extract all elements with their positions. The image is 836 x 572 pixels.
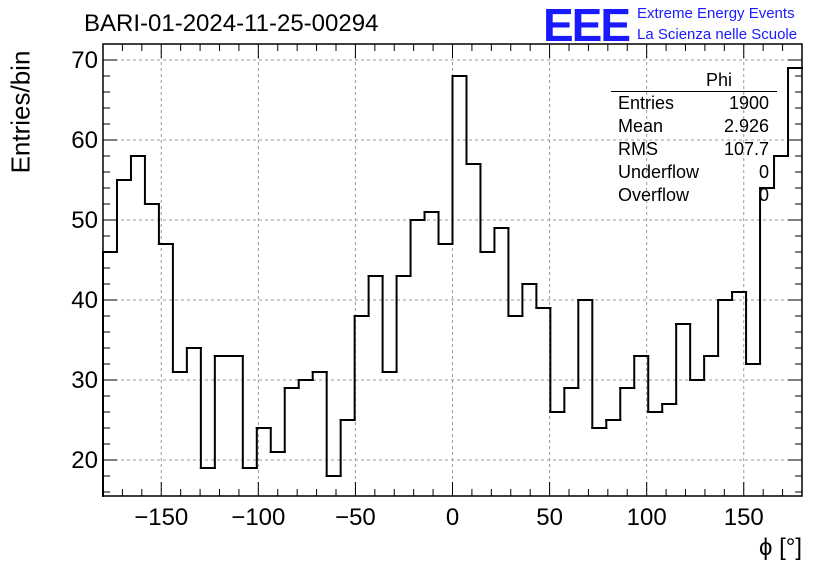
stats-row: Underflow 0 <box>611 161 777 184</box>
stats-box: Phi Entries 1900 Mean 2.926 RMS 107.7 Un… <box>611 70 777 207</box>
x-tick-label: −50 <box>335 504 376 531</box>
stats-row: Mean 2.926 <box>611 115 777 138</box>
x-tick-label: 0 <box>446 504 459 531</box>
y-tick-label: 20 <box>71 447 98 474</box>
y-tick-label: 50 <box>71 207 98 234</box>
stats-row: Overflow 0 <box>611 184 777 207</box>
logo-line-1: Extreme Energy Events <box>637 5 795 22</box>
x-tick-label: 50 <box>536 504 563 531</box>
stats-title: Phi <box>611 70 777 92</box>
x-axis-label: ϕ [°] <box>758 534 802 561</box>
stats-label: Entries <box>618 93 675 113</box>
stats-value: 0 <box>758 162 769 182</box>
stats-value: 0 <box>758 185 769 205</box>
chart-title: BARI-01-2024-11-25-00294 <box>84 10 379 37</box>
y-tick-label: 60 <box>71 127 98 154</box>
eee-logo-mark: EEE <box>543 0 631 51</box>
y-axis-label: Entries/bin <box>5 50 36 174</box>
x-tick-label: −100 <box>231 504 285 531</box>
stats-value: 107.7 <box>723 139 769 159</box>
y-tick-label: 30 <box>71 367 98 394</box>
x-tick-label: −150 <box>134 504 188 531</box>
x-tick-label: 100 <box>627 504 667 531</box>
y-tick-label: 40 <box>71 287 98 314</box>
stats-label: Underflow <box>618 162 700 182</box>
x-tick-label: 150 <box>724 504 764 531</box>
stats-value: 2.926 <box>723 116 769 136</box>
stats-label: Overflow <box>618 185 690 205</box>
stats-label: RMS <box>618 139 658 159</box>
y-tick-label: 70 <box>71 47 98 74</box>
stats-value: 1900 <box>728 93 769 113</box>
stats-label: Mean <box>618 116 664 136</box>
logo-line-2: La Scienza nelle Scuole <box>637 26 798 43</box>
stats-row: Entries 1900 <box>611 92 777 115</box>
stats-row: RMS 107.7 <box>611 138 777 161</box>
